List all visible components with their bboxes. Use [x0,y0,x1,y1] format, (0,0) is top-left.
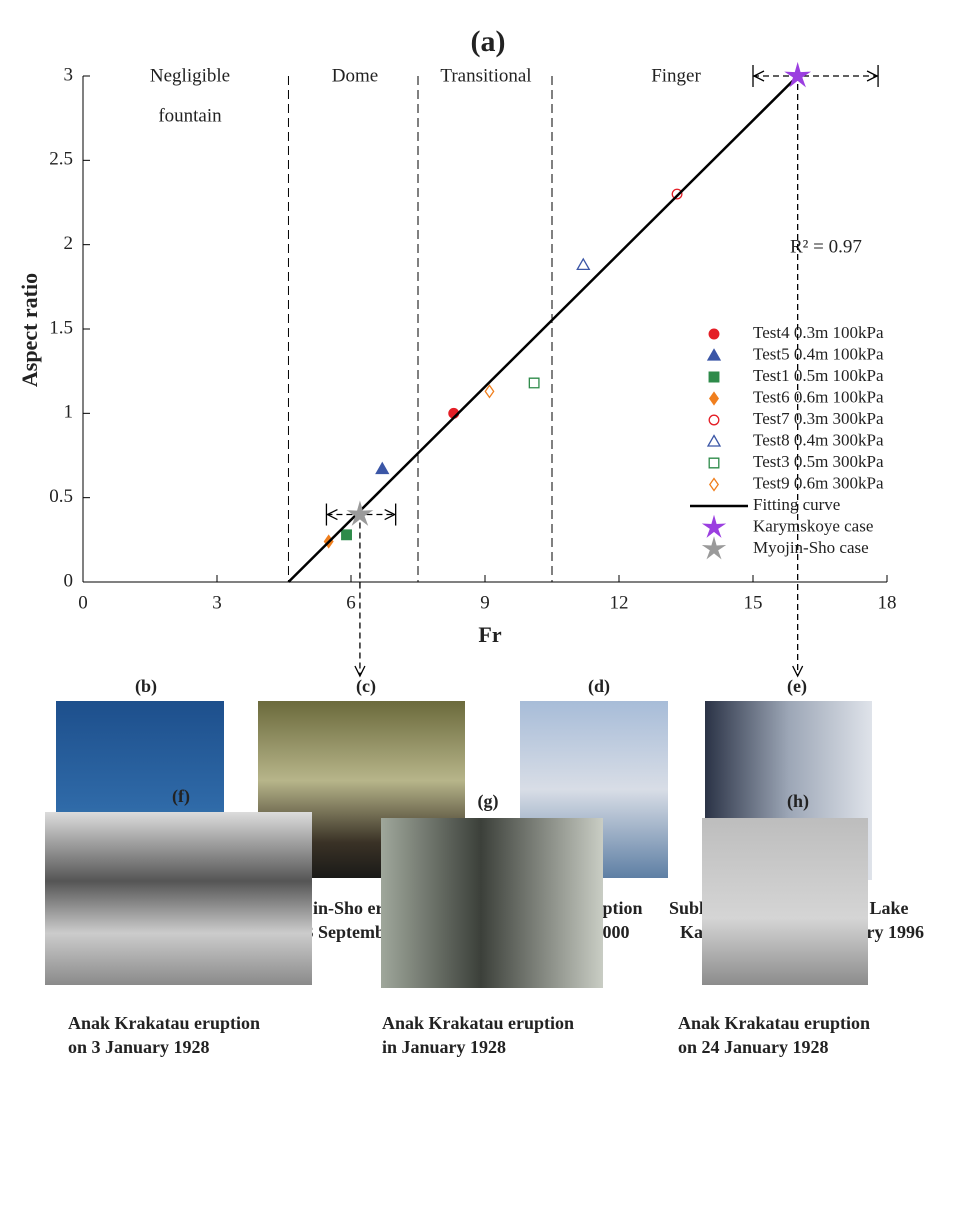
legend-label: Test8 0.4m 300kPa [753,430,884,449]
panel-label: (h) [787,791,809,812]
y-tick-label: 0.5 [49,486,73,507]
photo [45,812,312,985]
panel-label: (e) [787,676,807,697]
panel-caption: in January 1928 [382,1037,506,1057]
region-label: fountain [158,105,222,126]
point [342,530,352,540]
legend-label: Myojin-Sho case [753,538,869,557]
region-label: Transitional [440,65,531,86]
legend-label: Test6 0.6m 100kPa [753,387,884,406]
panel-label: (f) [172,786,190,807]
point [485,385,493,397]
y-tick-label: 1 [64,402,74,423]
legend-swatch [709,458,719,468]
photo [381,818,603,988]
figure: (a) Fr Aspect ratio R² = 0.97 0369121518… [0,0,971,1211]
x-tick-label: 15 [744,592,763,613]
x-tick-label: 9 [480,592,490,613]
panel-label: (b) [135,676,157,697]
point [529,378,539,388]
legend-swatch [709,415,719,425]
panel-caption: on 24 January 1928 [678,1037,829,1057]
legend-swatch [710,479,718,491]
point [577,259,589,270]
panel-caption: Anak Krakatau eruption [68,1013,260,1033]
x-tick-label: 6 [346,592,356,613]
legend-label: Test5 0.4m 100kPa [753,344,884,363]
fit-annotation: R² = 0.97 [790,236,862,257]
region-label: Dome [332,65,378,86]
y-axis-label: Aspect ratio [17,273,42,387]
y-tick-label: 2.5 [49,149,73,170]
legend-label: Test4 0.3m 100kPa [753,323,884,342]
legend-label: Test7 0.3m 300kPa [753,409,884,428]
region-label: Finger [651,65,701,86]
panel-caption: on 3 January 1928 [68,1037,210,1057]
legend-swatch [704,539,724,558]
legend-label: Fitting curve [753,495,840,514]
legend-swatch [708,350,720,361]
region-label: Negligible [150,65,230,86]
panel-label: (c) [356,676,376,697]
legend-label: Karymskoye case [753,516,873,535]
legend-swatch [704,517,724,536]
x-tick-label: 3 [212,592,222,613]
legend-swatch [708,436,720,447]
x-tick-label: 12 [610,592,629,613]
legend-swatch [710,393,718,405]
chart-title: (a) [471,25,506,58]
x-tick-label: 0 [78,592,88,613]
legend-swatch [709,372,719,382]
y-tick-label: 2 [64,233,74,254]
legend-swatch [709,329,719,339]
y-tick-label: 1.5 [49,317,73,338]
legend-label: Test3 0.5m 300kPa [753,452,884,471]
legend-label: Test9 0.6m 300kPa [753,473,884,492]
panel-caption: Anak Krakatau eruption [678,1013,870,1033]
x-tick-label: 18 [878,592,897,613]
panel-label: (g) [478,791,499,812]
y-tick-label: 0 [64,570,74,591]
panel-label: (d) [588,676,610,697]
x-axis-label: Fr [478,622,501,647]
panel-caption: Anak Krakatau eruption [382,1013,574,1033]
point [349,503,371,524]
y-tick-label: 3 [64,64,74,85]
photo [702,818,868,985]
point [376,463,388,474]
legend-label: Test1 0.5m 100kPa [753,366,884,385]
